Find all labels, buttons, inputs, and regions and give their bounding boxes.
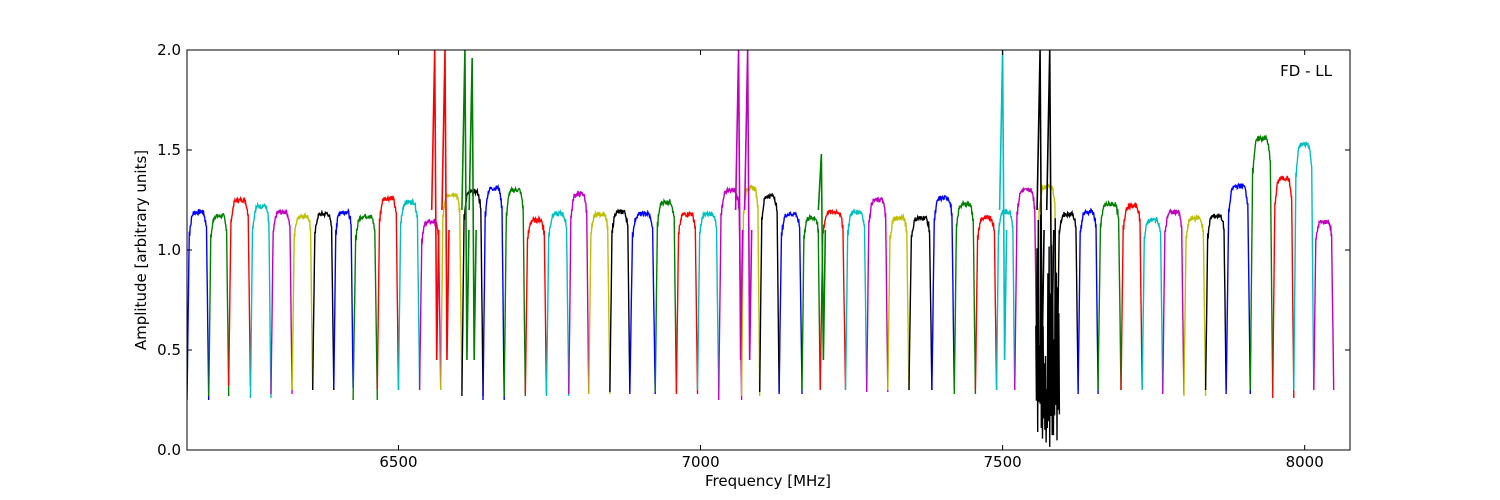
chart-annotation: FD - LL — [1280, 62, 1332, 80]
channel-8-line — [333, 207, 354, 389]
series-layer — [187, 50, 1335, 447]
y-tick-label: 1.0 — [157, 241, 181, 259]
channel-36-line — [931, 194, 955, 391]
channel-6-line — [291, 212, 314, 391]
channel-20-line — [588, 209, 611, 395]
channel-25-line — [696, 209, 720, 391]
channel-17-line — [524, 214, 548, 395]
channel-43-line — [1077, 207, 1099, 395]
rfi-spike-10 — [1045, 50, 1055, 361]
channel-53-line — [1293, 141, 1315, 391]
channel-40-line — [1014, 186, 1038, 391]
channel-42-line — [1056, 209, 1079, 391]
channel-28-line — [759, 192, 780, 393]
channel-50-line — [1225, 182, 1251, 395]
channel-5-line — [270, 208, 293, 395]
y-tick-label: 0.0 — [157, 441, 181, 459]
channel-7-line — [312, 209, 335, 391]
channel-13-line — [440, 192, 463, 391]
channel-9-line — [352, 213, 378, 401]
rfi-spike-1 — [430, 50, 440, 361]
channel-51-line — [1249, 134, 1274, 391]
channel-21-line — [609, 208, 631, 393]
channel-37-line — [953, 199, 977, 395]
rfi-spike-2 — [441, 50, 450, 361]
rfi-spike-4 — [468, 57, 477, 361]
x-tick-label: 7000 — [681, 453, 719, 471]
channel-29-line — [778, 210, 803, 395]
channel-4-line — [249, 201, 272, 399]
channel-52-line — [1272, 175, 1295, 399]
channel-12-line — [418, 218, 442, 391]
channel-49-line — [1204, 213, 1227, 391]
channel-48-line — [1183, 214, 1207, 397]
y-tick-label: 0.5 — [157, 341, 181, 359]
x-tick-label: 7500 — [984, 453, 1022, 471]
channel-45-line — [1120, 201, 1143, 391]
y-tick-label: 1.5 — [157, 141, 181, 159]
channel-34-line — [887, 212, 910, 391]
rfi-spike-3 — [461, 50, 470, 361]
rfi-spike-5 — [734, 50, 744, 361]
y-axis-label: Amplitude [arbitrary units] — [132, 150, 150, 350]
channel-32-line — [844, 208, 868, 391]
channel-1-line — [187, 208, 210, 401]
channel-33-line — [866, 196, 889, 393]
x-axis-label: Frequency [MHz] — [705, 472, 831, 490]
channel-39-line — [995, 208, 1016, 391]
channel-35-line — [908, 214, 933, 391]
channel-30-line — [801, 213, 821, 391]
channel-23-line — [654, 197, 678, 393]
channel-31-line — [819, 208, 847, 391]
channel-44-line — [1097, 200, 1122, 391]
channel-16-line — [503, 185, 526, 397]
y-tick-label: 2.0 — [157, 41, 181, 59]
channel-3-line — [228, 195, 252, 387]
channel-24-line — [675, 210, 699, 395]
rfi-spike-7 — [817, 153, 827, 361]
channel-46-line — [1141, 216, 1164, 391]
channel-11-line — [397, 198, 421, 391]
channel-47-line — [1162, 208, 1185, 395]
rfi-spike-6 — [743, 50, 753, 361]
channel-26-line — [718, 185, 743, 401]
x-tick-label: 8000 — [1286, 453, 1324, 471]
channel-54-line — [1313, 219, 1335, 391]
channel-22-line — [629, 209, 656, 395]
rfi-spike-8 — [998, 50, 1008, 361]
channel-19-line — [568, 190, 590, 395]
channel-38-line — [974, 214, 998, 391]
deep-dip-noise — [1035, 214, 1061, 447]
rfi-spike-9 — [1036, 50, 1045, 361]
x-tick-label: 6500 — [379, 453, 417, 471]
channel-2-line — [208, 212, 230, 397]
channel-10-line — [376, 194, 400, 391]
channel-18-line — [545, 209, 570, 397]
axis-ticks: 6500 7000 7500 8000 0.0 0.5 1.0 1.5 2.0 — [157, 41, 1350, 471]
channel-15-line — [482, 183, 505, 401]
